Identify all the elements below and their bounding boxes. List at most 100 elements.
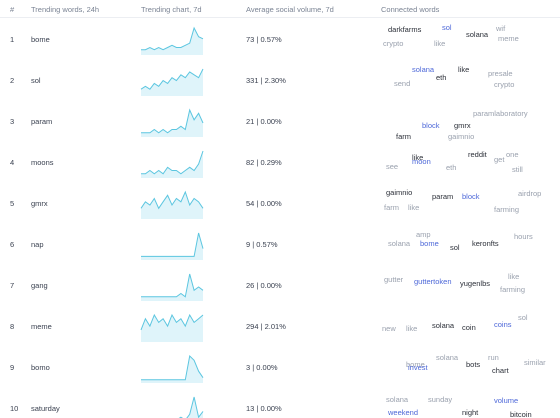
connected-word[interactable]: keronfts bbox=[472, 239, 499, 248]
connected-word[interactable]: send bbox=[394, 79, 411, 88]
sparkline-line bbox=[141, 26, 204, 51]
connected-word[interactable]: block bbox=[462, 192, 480, 201]
connected-words-cloud: solana sunday volume weekend night bitcoin bbox=[378, 388, 560, 418]
trending-word-link[interactable]: saturday bbox=[31, 404, 60, 413]
row-rank: 1 bbox=[10, 35, 15, 44]
connected-word[interactable]: one bbox=[506, 150, 519, 159]
table-row[interactable]: 3 param 21 | 0.00% paramlaboratory block gmrx… bbox=[0, 101, 560, 142]
connected-word[interactable]: bome bbox=[406, 360, 425, 369]
connected-word[interactable]: like bbox=[406, 324, 418, 333]
connected-word[interactable]: airdrop bbox=[518, 189, 542, 198]
connected-word[interactable]: sunday bbox=[428, 395, 453, 404]
connected-word[interactable]: bome bbox=[420, 239, 439, 248]
connected-word[interactable]: gutter bbox=[384, 275, 404, 284]
connected-words-cloud: solana run similar bome bots invest chart bbox=[378, 347, 560, 388]
connected-word[interactable]: moon bbox=[412, 157, 431, 166]
connected-word[interactable]: darkfarms bbox=[388, 25, 422, 34]
connected-word[interactable]: coins bbox=[494, 320, 512, 329]
trending-word-link[interactable]: nap bbox=[31, 240, 44, 249]
table-row[interactable]: 2 sol 331 | 2.30% solana like eth presale send c… bbox=[0, 60, 560, 101]
connected-word[interactable]: coin bbox=[462, 323, 476, 332]
connected-word[interactable]: wif bbox=[496, 24, 506, 33]
header-social-volume[interactable]: Average social volume, 7d bbox=[246, 5, 334, 14]
connected-word[interactable]: hours bbox=[514, 232, 533, 241]
trending-word-link[interactable]: param bbox=[31, 117, 53, 126]
connected-word[interactable]: meme bbox=[498, 34, 519, 43]
connected-word[interactable]: crypto bbox=[383, 39, 404, 48]
connected-word[interactable]: guttertoken bbox=[414, 277, 452, 286]
connected-word[interactable]: night bbox=[462, 408, 479, 417]
trending-word-link[interactable]: gang bbox=[31, 281, 48, 290]
connected-word[interactable]: bots bbox=[466, 360, 481, 369]
connected-word[interactable]: similar bbox=[524, 358, 546, 367]
row-rank: 2 bbox=[10, 76, 15, 85]
trending-word-link[interactable]: moons bbox=[31, 158, 54, 167]
trend-sparkline bbox=[178, 396, 204, 418]
connected-word[interactable]: farming bbox=[494, 205, 520, 214]
connected-word[interactable]: chart bbox=[492, 366, 509, 375]
trend-sparkline bbox=[141, 108, 204, 137]
connected-word[interactable]: still bbox=[512, 165, 523, 174]
connected-word[interactable]: solana bbox=[432, 321, 455, 330]
connected-word[interactable]: presale bbox=[488, 69, 513, 78]
table-row[interactable]: 4 moons 82 | 0.29% reddit one like get moon see e… bbox=[0, 142, 560, 183]
connected-word[interactable]: eth bbox=[436, 73, 447, 82]
connected-word[interactable]: like bbox=[508, 272, 520, 281]
connected-word[interactable]: solana bbox=[388, 239, 411, 248]
connected-word[interactable]: amp bbox=[416, 230, 431, 239]
table-row[interactable]: 7 gang 26 | 0.00% gutter like guttertoken yuge… bbox=[0, 265, 560, 306]
sparkline-line bbox=[141, 108, 204, 134]
trending-word-link[interactable]: gmrx bbox=[31, 199, 48, 208]
connected-word[interactable]: run bbox=[488, 353, 499, 362]
connected-word[interactable]: yugenlbs bbox=[460, 279, 491, 288]
connected-word[interactable]: sol bbox=[518, 313, 528, 322]
table-row[interactable]: 1 bome 73 | 0.57% darkfarms sol solana wif cryp… bbox=[0, 19, 560, 60]
connected-words-cloud: solana like eth presale send crypto bbox=[378, 60, 560, 101]
connected-word[interactable]: solana bbox=[466, 30, 489, 39]
connected-word[interactable]: weekend bbox=[388, 408, 419, 417]
connected-word[interactable]: solana bbox=[386, 395, 409, 404]
row-rank: 3 bbox=[10, 117, 15, 126]
trending-word-link[interactable]: meme bbox=[31, 322, 52, 331]
connected-word[interactable]: param bbox=[432, 192, 454, 201]
connected-word[interactable]: solana bbox=[436, 353, 459, 362]
connected-words-cloud: reddit one like get moon see eth still bbox=[378, 142, 560, 183]
connected-word[interactable]: reddit bbox=[468, 150, 487, 159]
connected-word[interactable]: see bbox=[386, 162, 399, 171]
connected-word[interactable]: farming bbox=[500, 285, 526, 294]
connected-word[interactable]: farm bbox=[396, 132, 411, 141]
connected-word[interactable]: sol bbox=[442, 23, 452, 32]
connected-word[interactable]: like bbox=[458, 65, 470, 74]
connected-word[interactable]: gaimnio bbox=[386, 188, 413, 197]
table-row[interactable]: 10 saturday 13 | 0.00% solana sunday volume we… bbox=[0, 388, 560, 418]
connected-word[interactable]: volume bbox=[494, 396, 519, 405]
table-row[interactable]: 8 meme 294 | 2.01% sol coins solana new like coi… bbox=[0, 306, 560, 347]
sparkline-area bbox=[141, 356, 203, 383]
connected-word[interactable]: like bbox=[434, 39, 446, 48]
connected-word[interactable]: get bbox=[494, 155, 505, 164]
connected-word[interactable]: solana bbox=[412, 65, 435, 74]
row-rank: 9 bbox=[10, 363, 15, 372]
connected-word[interactable]: farm bbox=[384, 203, 399, 212]
connected-word[interactable]: like bbox=[412, 153, 424, 162]
connected-word[interactable]: block bbox=[422, 121, 440, 130]
connected-word[interactable]: paramlaboratory bbox=[473, 109, 528, 118]
table-row[interactable]: 5 gmrx 54 | 0.00% gaimnio airdrop param block f… bbox=[0, 183, 560, 224]
table-row[interactable]: 6 nap 9 | 0.57% amp hours solana bome keronfts s… bbox=[0, 224, 560, 265]
connected-word[interactable]: invest bbox=[408, 363, 428, 372]
header-trending-words[interactable]: Trending words, 24h bbox=[31, 5, 100, 14]
trending-word-link[interactable]: sol bbox=[31, 76, 41, 85]
connected-word[interactable]: eth bbox=[446, 163, 457, 172]
connected-word[interactable]: gaimnio bbox=[448, 132, 475, 141]
row-rank: 4 bbox=[10, 158, 15, 167]
connected-word[interactable]: new bbox=[382, 324, 396, 333]
trending-word-link[interactable]: bome bbox=[31, 35, 50, 44]
table-row[interactable]: 9 bomo 3 | 0.00% solana run similar bome bots in… bbox=[0, 347, 560, 388]
connected-word[interactable]: crypto bbox=[494, 80, 515, 89]
trending-word-link[interactable]: bomo bbox=[31, 363, 50, 372]
connected-word[interactable]: like bbox=[408, 203, 420, 212]
sparkline-line bbox=[141, 232, 204, 257]
connected-word[interactable]: sol bbox=[450, 243, 460, 252]
connected-word[interactable]: bitcoin bbox=[510, 410, 532, 418]
connected-word[interactable]: gmrx bbox=[454, 121, 471, 130]
